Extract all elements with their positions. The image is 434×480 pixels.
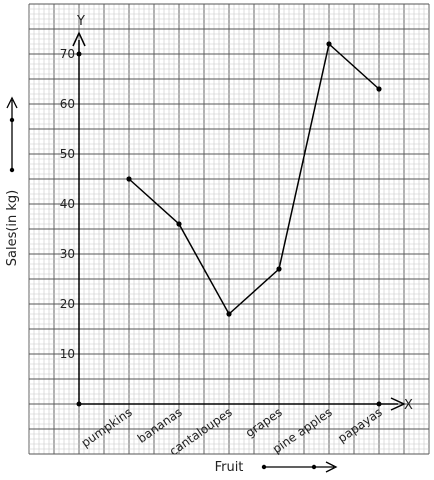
y-axis-end-dot — [76, 51, 82, 57]
x-axis-end-dot — [376, 401, 382, 407]
x-axis-arrow-icon — [390, 397, 406, 411]
graph-paper-grid — [28, 3, 430, 455]
series-polyline — [128, 42, 380, 316]
y-axis-letter: Y — [76, 14, 85, 29]
y-tick-label: 70 — [60, 47, 75, 61]
y-direction-arrow-icon — [6, 96, 18, 173]
axes: Y X — [72, 14, 413, 413]
data-point — [226, 311, 232, 317]
x-category-label: papayas — [335, 405, 385, 446]
data-point — [276, 266, 282, 272]
y-tick-label: 20 — [60, 297, 75, 311]
data-point — [326, 41, 332, 47]
y-tick-label: 30 — [60, 247, 75, 261]
data-point — [376, 86, 382, 92]
x-category-label: pumpkins — [79, 405, 135, 450]
y-tick-label: 10 — [60, 347, 75, 361]
y-tick-label: 50 — [60, 147, 75, 161]
origin-dot — [76, 401, 82, 407]
y-tick-labels: 10 20 30 40 50 60 70 — [60, 47, 75, 361]
x-direction-arrow-icon — [261, 461, 338, 473]
series-line — [126, 41, 382, 317]
x-axis-letter: X — [404, 398, 413, 413]
data-point — [176, 221, 182, 227]
data-point — [126, 176, 132, 182]
y-tick-label: 60 — [60, 97, 75, 111]
y-tick-label: 40 — [60, 197, 75, 211]
x-axis-title: Fruit — [215, 460, 244, 475]
y-axis-title: Sales(in kg) — [5, 190, 20, 267]
y-axis-arrow-icon — [72, 31, 86, 47]
